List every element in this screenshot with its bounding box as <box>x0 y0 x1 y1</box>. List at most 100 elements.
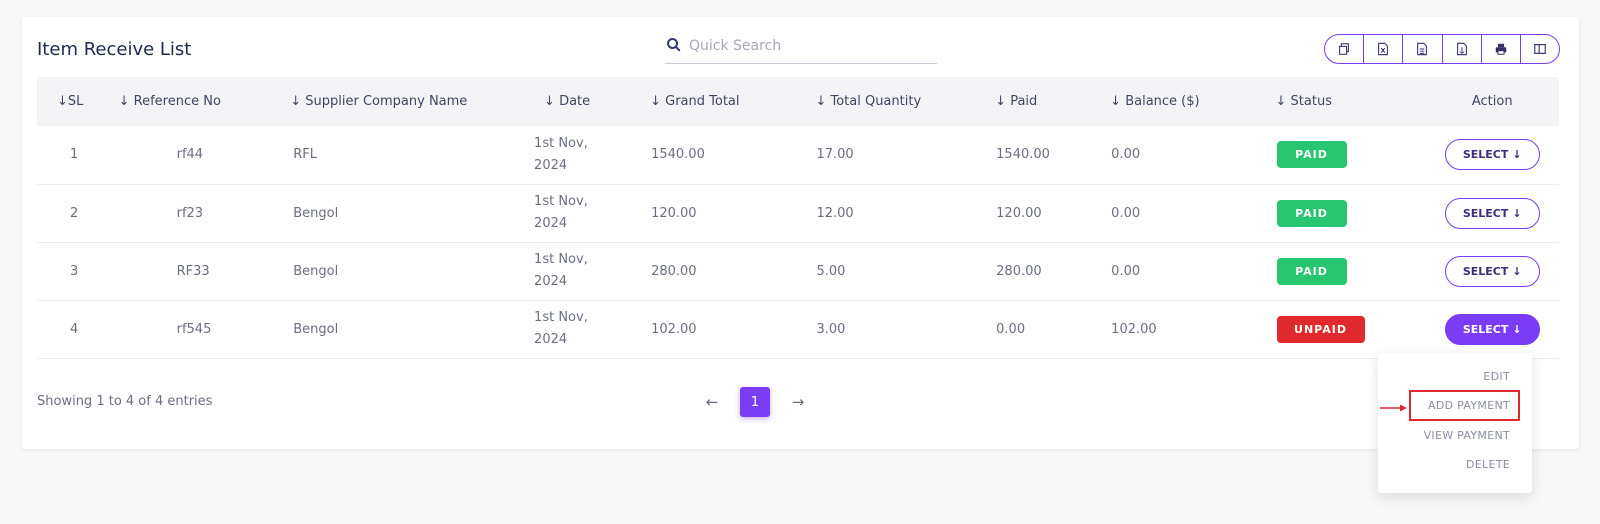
export-toolbar <box>1324 34 1560 64</box>
cell-grand-total: 102.00 <box>651 321 697 337</box>
cell-status: PAID <box>1276 184 1426 242</box>
csv-button[interactable] <box>1402 35 1441 63</box>
date-line: 1st Nov, <box>534 310 588 325</box>
cell-paid: 120.00 <box>996 205 1042 221</box>
menu-item-view-payment[interactable]: VIEW PAYMENT <box>1423 429 1510 442</box>
cell-supplier: RFL <box>293 147 318 163</box>
cell-reference: RF33 <box>176 263 210 279</box>
date-line: 1st Nov, <box>534 194 588 209</box>
menu-item-edit[interactable]: EDIT <box>1483 370 1510 383</box>
select-label: SELECT <box>1462 264 1509 278</box>
select-action-button[interactable]: SELECT ↓ <box>1444 139 1540 171</box>
cell-balance: 0.00 <box>1111 263 1141 279</box>
pdf-icon <box>1456 42 1467 56</box>
page-1-button[interactable]: 1 <box>740 387 770 417</box>
entries-info: Showing 1 to 4 of 4 entries <box>37 394 213 409</box>
cell-balance: 0.00 <box>1111 147 1141 163</box>
select-action-button[interactable]: SELECT ↓ <box>1444 313 1540 345</box>
cell-action: SELECT ↓ <box>1425 300 1559 358</box>
print-icon <box>1495 43 1507 55</box>
select-label: SELECT <box>1462 206 1509 220</box>
table-header-row: ↓SL ↓ Reference No ↓ Supplier Company Na… <box>37 77 1559 126</box>
cell-reference: rf44 <box>176 147 204 163</box>
cell-balance: 102.00 <box>1111 321 1157 337</box>
cell-status: PAID <box>1276 242 1426 300</box>
select-action-button[interactable]: SELECT ↓ <box>1444 197 1540 229</box>
cell-total-quantity: 17.00 <box>816 147 854 163</box>
cell-reference: rf545 <box>176 321 212 337</box>
search-input[interactable] <box>687 33 931 59</box>
status-badge: PAID <box>1276 257 1347 285</box>
cell-action: SELECT ↓ <box>1425 184 1559 242</box>
cell-reference: rf23 <box>176 205 204 221</box>
column-header-sl[interactable]: ↓SL <box>57 94 84 109</box>
column-header-balance[interactable]: ↓ Balance ($) <box>1110 94 1200 109</box>
status-badge: PAID <box>1276 141 1347 169</box>
search-icon <box>667 38 681 52</box>
cell-status: PAID <box>1276 126 1426 184</box>
table-row: 3 RF33 Bengol 1st Nov, 2024 280.00 5.00 280.00 0… <box>37 242 1559 300</box>
arrow-down-icon: ↓ <box>1512 148 1522 162</box>
cell-date: 1st Nov, 2024 <box>534 126 650 184</box>
column-header-paid[interactable]: ↓ Paid <box>995 94 1038 109</box>
cell-supplier: Bengol <box>293 263 339 279</box>
pdf-button[interactable] <box>1441 35 1481 63</box>
cell-date: 1st Nov, 2024 <box>534 300 650 358</box>
date-line: 1st Nov, <box>534 252 588 267</box>
column-header-reference[interactable]: ↓ Reference No <box>118 94 221 109</box>
copy-button[interactable] <box>1325 35 1363 63</box>
next-page-icon[interactable]: → <box>791 393 805 411</box>
cell-grand-total: 280.00 <box>651 263 697 279</box>
action-dropdown-menu: EDIT ADD PAYMENT VIEW PAYMENT DELETE <box>1378 353 1532 493</box>
cell-total-quantity: 5.00 <box>816 263 846 279</box>
arrow-down-icon: ↓ <box>1512 322 1522 336</box>
column-header-total-quantity[interactable]: ↓ Total Quantity <box>815 94 922 109</box>
cell-sl: 1 <box>70 147 79 163</box>
cell-action: SELECT ↓ <box>1425 126 1559 184</box>
cell-date: 1st Nov, 2024 <box>534 184 650 242</box>
column-header-action: Action <box>1471 94 1513 109</box>
column-visibility-button[interactable] <box>1519 35 1559 63</box>
date-line: 2024 <box>534 332 568 347</box>
page-title: Item Receive List <box>37 39 192 60</box>
status-badge: PAID <box>1276 199 1347 227</box>
date-line: 2024 <box>534 274 568 289</box>
cell-paid: 280.00 <box>996 263 1042 279</box>
item-receive-table: ↓SL ↓ Reference No ↓ Supplier Company Na… <box>37 77 1559 359</box>
menu-item-add-payment[interactable]: ADD PAYMENT <box>1428 399 1510 412</box>
cell-supplier: Bengol <box>293 321 339 337</box>
cell-supplier: Bengol <box>293 205 339 221</box>
cell-paid: 0.00 <box>996 321 1026 337</box>
cell-sl: 2 <box>70 205 79 221</box>
cell-balance: 0.00 <box>1111 205 1141 221</box>
annotation-highlight-box <box>1409 390 1520 421</box>
cell-grand-total: 1540.00 <box>651 147 705 163</box>
excel-icon <box>1378 42 1389 56</box>
arrow-down-icon: ↓ <box>1512 264 1522 278</box>
date-line: 2024 <box>534 216 568 231</box>
cell-grand-total: 120.00 <box>651 205 697 221</box>
column-header-date[interactable]: ↓ Date <box>544 94 591 109</box>
column-header-grand-total[interactable]: ↓ Grand Total <box>650 94 740 109</box>
cell-sl: 4 <box>70 321 79 337</box>
menu-item-delete[interactable]: DELETE <box>1466 458 1510 471</box>
prev-page-icon[interactable]: ← <box>705 393 719 411</box>
print-button[interactable] <box>1480 35 1520 63</box>
status-badge: UNPAID <box>1276 315 1365 343</box>
table-row: 1 rf44 RFL 1st Nov, 2024 1540.00 17.00 1540.00 0… <box>37 126 1559 184</box>
column-visibility-icon <box>1534 44 1546 54</box>
cell-total-quantity: 3.00 <box>816 321 846 337</box>
excel-button[interactable] <box>1363 35 1402 63</box>
table-row: 2 rf23 Bengol 1st Nov, 2024 120.00 12.00 120.00… <box>37 184 1559 242</box>
column-header-status[interactable]: ↓ Status <box>1275 94 1332 109</box>
select-label: SELECT <box>1462 322 1509 336</box>
table-row: 4 rf545 Bengol 1st Nov, 2024 102.00 3.00 0.00 10… <box>37 300 1559 358</box>
select-action-button[interactable]: SELECT ↓ <box>1444 255 1540 287</box>
select-label: SELECT <box>1462 148 1509 162</box>
cell-action: SELECT ↓ <box>1425 242 1559 300</box>
arrow-down-icon: ↓ <box>1512 206 1522 220</box>
csv-icon <box>1417 42 1428 56</box>
quick-search <box>665 33 937 64</box>
cell-date: 1st Nov, 2024 <box>534 242 650 300</box>
column-header-supplier[interactable]: ↓ Supplier Company Name <box>290 94 468 109</box>
